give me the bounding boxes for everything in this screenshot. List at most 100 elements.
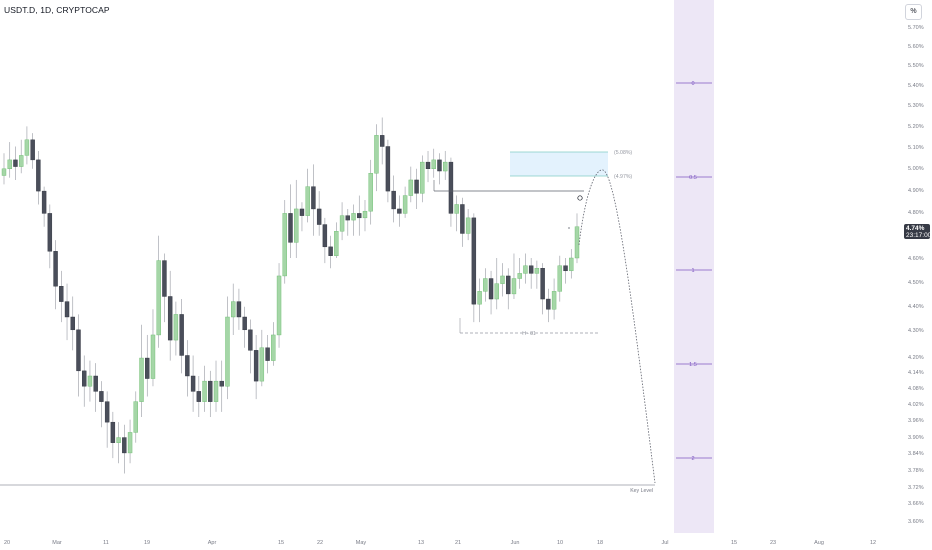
x-axis-label: 13 <box>418 540 424 546</box>
y-axis-label: 3.84% <box>908 451 924 457</box>
candle-down <box>528 265 534 274</box>
y-axis-label: 5.40% <box>908 83 924 89</box>
candle-up <box>351 213 356 221</box>
candle-down <box>471 217 477 305</box>
candle-down <box>448 161 454 214</box>
x-axis-label: Mar <box>52 540 62 546</box>
candle-up <box>139 357 144 402</box>
candle-down <box>13 159 18 167</box>
percent-scale-button[interactable]: % <box>905 4 922 20</box>
drawings-layer[interactable]: (5.08%) (4.97%) H - 81 Key Level <box>433 150 656 494</box>
candle-up <box>305 186 310 216</box>
candle-down <box>299 208 305 216</box>
candle-up <box>334 231 339 256</box>
fib-level-label: 1 <box>691 268 694 274</box>
candle-up <box>271 334 276 361</box>
y-axis-label: 5.30% <box>908 103 924 109</box>
bar-countdown: 23:17:00 <box>906 232 932 239</box>
x-axis-label: Jun <box>511 540 520 546</box>
candle-up <box>339 215 345 232</box>
candle-down <box>322 224 328 248</box>
y-axis-label: 4.30% <box>908 328 924 334</box>
x-axis-label: 19 <box>144 540 150 546</box>
candle-down <box>99 391 104 402</box>
y-axis-label: 4.60% <box>908 256 924 262</box>
candle-down <box>167 296 173 341</box>
y-axis-label: 5.00% <box>908 166 924 172</box>
fib-zone-band <box>674 0 714 533</box>
candle-down <box>36 159 41 192</box>
candle-up <box>1 168 7 176</box>
candle-up <box>150 334 156 379</box>
candle-up <box>24 139 30 156</box>
candle-up <box>225 316 230 387</box>
candle-up <box>156 260 161 336</box>
candle-up <box>127 432 133 454</box>
target-lower-label: (4.97%) <box>614 174 632 180</box>
candle-down <box>248 329 253 351</box>
candle-down <box>236 301 242 318</box>
candle-up <box>569 257 574 272</box>
background-layer <box>0 0 714 533</box>
y-axis-label: 4.20% <box>908 355 924 361</box>
candle-down <box>414 179 419 194</box>
fib-extension-tool[interactable]: 0 0.5 1 1.5 2 <box>676 81 712 462</box>
candle-down <box>104 401 110 423</box>
candle-down <box>93 375 98 392</box>
y-axis-label: 5.10% <box>908 145 924 151</box>
candle-down <box>122 437 127 454</box>
candle-up <box>511 278 517 295</box>
candle-up <box>368 173 373 212</box>
candle-up <box>116 437 121 443</box>
candle-down <box>506 275 511 295</box>
y-axis-label: 3.60% <box>908 519 924 525</box>
y-axis-label: 4.90% <box>908 188 924 194</box>
candle-down <box>437 159 442 172</box>
candle-up <box>431 159 436 170</box>
chart-title: USDT.D, 1D, CRYPTOCAP <box>4 5 110 15</box>
candle-down <box>185 355 190 377</box>
target-upper-label: (5.08%) <box>614 150 632 156</box>
candle-up <box>202 380 207 402</box>
x-axis-label: 11 <box>103 540 109 546</box>
x-axis-label: Jul <box>661 540 668 546</box>
candle-down <box>47 213 53 252</box>
axes-layer: 5.70% 5.60% 5.50% 5.40% 5.30% 5.20% 5.10% 5.00%… <box>4 25 924 546</box>
candle-down <box>253 350 259 382</box>
key-level-label: Key Level <box>630 488 653 494</box>
candle-down <box>288 213 293 243</box>
candle-up <box>133 401 138 433</box>
y-axis-label: 5.20% <box>908 124 924 130</box>
candle-up <box>294 208 299 243</box>
eye-icon <box>577 195 583 201</box>
target-zone-box <box>510 152 608 176</box>
fib-level-label: 0.5 <box>689 175 697 181</box>
y-axis-label: 3.66% <box>908 501 924 507</box>
candle-up <box>18 155 24 167</box>
projected-path <box>578 169 656 484</box>
candle-up <box>534 268 540 274</box>
candle-up <box>259 347 265 382</box>
candle-up <box>402 195 408 214</box>
candle-down <box>316 208 322 225</box>
candle-down <box>311 186 316 210</box>
candle-down <box>379 135 385 147</box>
candle-down <box>242 316 247 331</box>
candle-down <box>265 347 270 361</box>
candle-up <box>173 314 179 341</box>
candle-down <box>196 391 202 402</box>
x-axis-label: Apr <box>208 540 217 546</box>
candle-down <box>397 208 402 214</box>
fib-level-label: 2 <box>691 456 694 462</box>
x-axis-label: May <box>356 540 367 546</box>
candle-up <box>408 179 414 196</box>
candle-down <box>540 268 545 300</box>
candle-up <box>282 213 287 277</box>
x-axis-label: 18 <box>597 540 603 546</box>
candle-up <box>230 301 236 318</box>
candle-down <box>546 298 551 310</box>
candle-down <box>345 215 350 221</box>
x-axis-label: Aug <box>814 540 824 546</box>
candle-up <box>494 283 499 300</box>
